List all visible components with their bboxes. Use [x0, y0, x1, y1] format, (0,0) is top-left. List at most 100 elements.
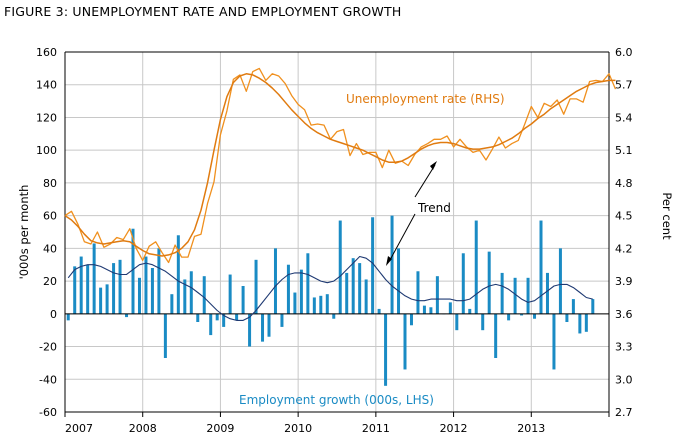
employment-bar [384, 313, 388, 386]
trend-arrow-down [386, 213, 416, 266]
employment-bar [409, 313, 413, 326]
x-tick-label: 2008 [129, 422, 157, 435]
employment-bar [280, 313, 284, 327]
y-tick-right: 6.0 [615, 46, 633, 59]
employment-bar [267, 313, 271, 337]
employment-bar [261, 313, 265, 342]
y-tick-right: 3.3 [615, 341, 633, 354]
employment-bar [92, 243, 96, 314]
employment-bar [299, 269, 303, 314]
y-tick-left: 120 [36, 111, 57, 124]
employment-bar [86, 264, 90, 314]
employment-bar [571, 299, 575, 314]
employment-bar [435, 276, 439, 314]
employment-bar [202, 276, 206, 314]
y-tick-right: 5.1 [615, 144, 633, 157]
y-tick-left: 20 [43, 275, 57, 288]
y-tick-left: 60 [43, 210, 57, 223]
employment-bar [552, 313, 556, 370]
unemployment-rate-label: Unemployment rate (RHS) [346, 92, 505, 106]
y-tick-left: -40 [39, 373, 57, 386]
y-tick-left: 100 [36, 144, 57, 157]
y-tick-right: 4.2 [615, 242, 633, 255]
x-tick-label: 2011 [362, 422, 390, 435]
employment-bar [461, 253, 465, 314]
y-tick-right: 5.7 [615, 79, 633, 92]
employment-bar [306, 253, 310, 314]
employment-bar [429, 307, 433, 314]
employment-bar [325, 294, 329, 314]
employment-bar [526, 277, 530, 314]
employment-bar [163, 313, 167, 358]
employment-bar [351, 258, 355, 314]
employment-bar [125, 313, 129, 318]
y-tick-left: 80 [43, 177, 57, 190]
series-lines [64, 67, 617, 321]
employment-bars [66, 215, 595, 386]
employment-bar [241, 286, 245, 314]
employment-bar [254, 259, 258, 314]
employment-bar [364, 279, 368, 314]
employment-bar [73, 266, 77, 314]
employment-growth-label: Employment growth (000s, LHS) [239, 393, 434, 407]
y-tick-left: -20 [39, 341, 57, 354]
unemployment-trend-line [64, 73, 616, 257]
y-axis-left-title: '000s per month [17, 185, 31, 280]
employment-bar [468, 308, 472, 314]
chart-title: FIGURE 3: UNEMPLOYMENT RATE AND EMPLOYME… [4, 4, 402, 19]
employment-bar [358, 263, 362, 314]
employment-bar [500, 272, 504, 314]
employment-bar [390, 215, 394, 314]
employment-bar [345, 272, 349, 314]
employment-bar [118, 259, 122, 314]
employment-bar [228, 274, 232, 314]
employment-bar [377, 308, 381, 314]
employment-bar [215, 313, 219, 321]
employment-bar [157, 248, 161, 314]
employment-bar [332, 313, 336, 319]
employment-bar [539, 220, 543, 314]
y-tick-left: 40 [43, 242, 57, 255]
trend-arrow-up [414, 161, 437, 198]
employment-bar [144, 256, 148, 314]
y-tick-right: 5.4 [615, 111, 633, 124]
y-tick-right: 4.5 [615, 210, 633, 223]
tick-labels: 160 6.0 140 5.7 120 5.4 100 5.1 80 4.8 60 4.5 40 4.2 2… [36, 46, 633, 435]
employment-bar [112, 263, 116, 314]
employment-bar [578, 313, 582, 334]
y-tick-right: 2.7 [615, 406, 633, 419]
employment-bar [474, 220, 478, 314]
employment-bar [66, 313, 70, 321]
employment-bar [248, 313, 252, 347]
employment-bar [312, 297, 316, 314]
employment-bar [507, 313, 511, 321]
trend-label: Trend [417, 201, 451, 215]
employment-bar [455, 313, 459, 331]
employment-bar [422, 305, 426, 314]
employment-bar [481, 313, 485, 331]
employment-bar [397, 248, 401, 314]
employment-bar [273, 248, 277, 314]
employment-trend-line [67, 255, 593, 321]
employment-bar [487, 251, 491, 314]
employment-bar [99, 287, 103, 314]
y-tick-left: 0 [50, 308, 57, 321]
employment-bar [170, 294, 174, 314]
employment-bar [371, 217, 375, 314]
employment-bar [209, 313, 213, 336]
y-tick-right: 3.6 [615, 308, 633, 321]
employment-bar [533, 313, 537, 319]
y-tick-left: 160 [36, 46, 57, 59]
employment-bar [222, 313, 226, 327]
employment-bar [196, 313, 200, 322]
employment-bar [558, 248, 562, 314]
x-tick-label: 2007 [65, 422, 93, 435]
employment-bar [131, 228, 135, 314]
y-tick-left: -60 [39, 406, 57, 419]
employment-bar [137, 277, 141, 314]
employment-bar [286, 264, 290, 314]
gridlines [65, 52, 609, 412]
employment-bar [189, 271, 193, 314]
y-axis-right-title: Per cent [660, 192, 674, 240]
